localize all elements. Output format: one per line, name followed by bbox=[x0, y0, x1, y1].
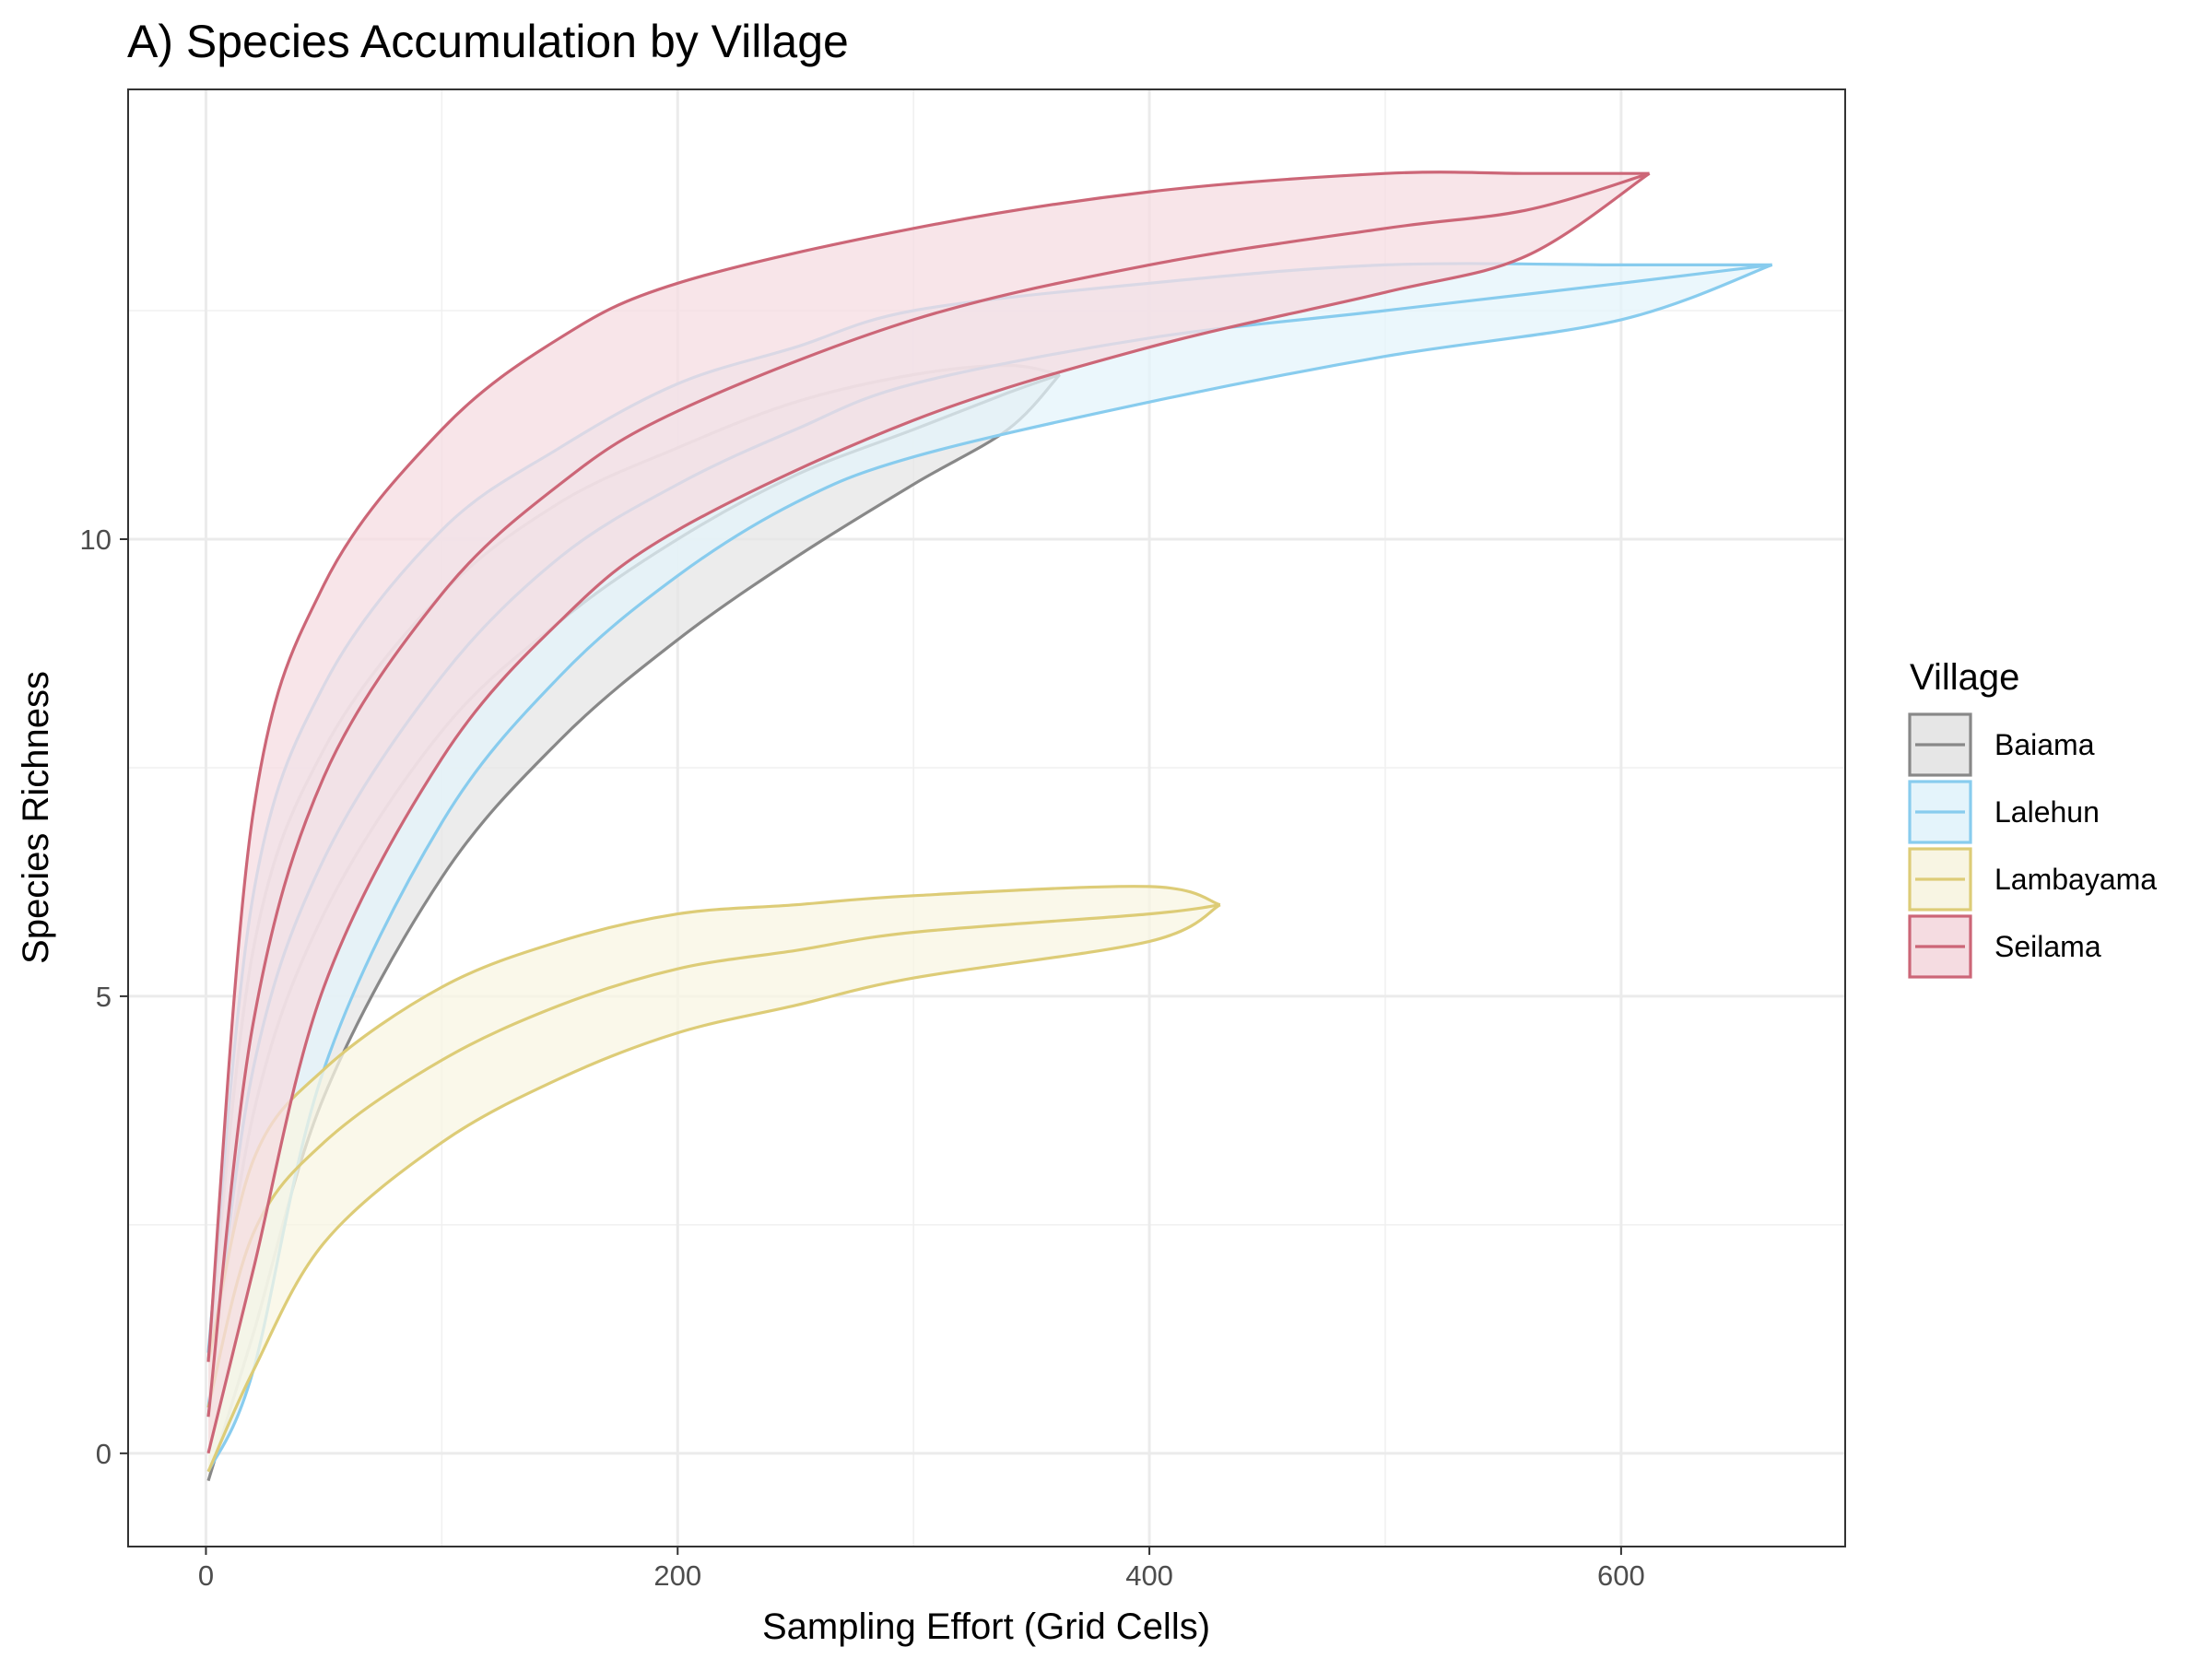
x-tick-label: 200 bbox=[653, 1559, 701, 1592]
x-axis-title: Sampling Effort (Grid Cells) bbox=[762, 1606, 1210, 1647]
mean-line-seilama bbox=[206, 171, 1651, 1418]
legend-label-seilama: Seilama bbox=[1994, 930, 2101, 963]
y-axis: 0 5 10 bbox=[80, 524, 128, 1470]
plot-border bbox=[127, 88, 1846, 1547]
y-tick-label: 10 bbox=[80, 524, 112, 556]
series-layer bbox=[206, 171, 1773, 1482]
legend-label-lambayama: Lambayama bbox=[1994, 863, 2157, 896]
legend: Village Baiama Lalehun Lambayama Seilama bbox=[1908, 657, 2157, 979]
legend-item-baiama: Baiama bbox=[1908, 712, 2095, 777]
ribbon-lambayama bbox=[208, 886, 1220, 1472]
legend-item-lalehun: Lalehun bbox=[1908, 780, 2100, 844]
chart-title: A) Species Accumulation by Village bbox=[127, 16, 849, 67]
mean-line-lambayama bbox=[206, 903, 1221, 1408]
legend-label-baiama: Baiama bbox=[1994, 728, 2095, 761]
x-tick-label: 600 bbox=[1597, 1559, 1645, 1592]
y-axis-title: Species Richness bbox=[16, 671, 56, 964]
legend-label-lalehun: Lalehun bbox=[1994, 795, 2100, 829]
x-tick-label: 0 bbox=[198, 1559, 214, 1592]
legend-title: Village bbox=[1910, 657, 2019, 698]
y-tick-label: 0 bbox=[96, 1438, 112, 1470]
series-seilama bbox=[206, 171, 1651, 1454]
y-tick-label: 5 bbox=[96, 981, 112, 1013]
legend-item-seilama: Seilama bbox=[1908, 914, 2101, 979]
lower-line-lambayama bbox=[206, 903, 1221, 1473]
x-axis: 0 200 400 600 bbox=[198, 1547, 1645, 1592]
lower-line-seilama bbox=[206, 171, 1651, 1454]
x-tick-label: 400 bbox=[1125, 1559, 1173, 1592]
ribbon-seilama bbox=[208, 171, 1650, 1453]
legend-item-lambayama: Lambayama bbox=[1908, 847, 2157, 912]
upper-line-seilama bbox=[206, 171, 1650, 1362]
